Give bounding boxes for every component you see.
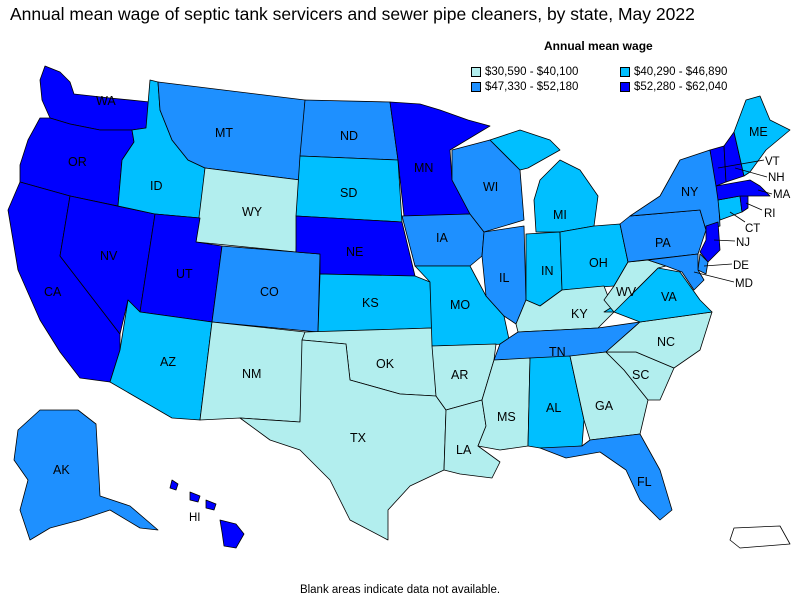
state-label-ok: OK xyxy=(376,357,395,371)
state-label-ia: IA xyxy=(436,231,448,245)
state-label-ma: MA xyxy=(773,189,791,201)
state-label-mn: MN xyxy=(414,161,433,175)
state-label-sc: SC xyxy=(632,368,649,382)
state-label-ut: UT xyxy=(176,267,193,281)
state-me[interactable] xyxy=(733,95,791,177)
legend-label: $47,330 - $52,180 xyxy=(485,81,579,93)
legend-swatch xyxy=(471,82,481,92)
state-label-nd: ND xyxy=(340,129,358,143)
state-label-ms: MS xyxy=(497,410,516,424)
state-label-fl: FL xyxy=(637,475,652,489)
state-label-ct: CT xyxy=(745,223,760,235)
state-label-wi: WI xyxy=(483,180,498,194)
state-label-ny: NY xyxy=(681,185,699,199)
state-label-mt: MT xyxy=(215,126,233,140)
state-label-mi: MI xyxy=(553,208,567,222)
state-de[interactable] xyxy=(697,253,709,275)
state-label-de: DE xyxy=(733,260,749,272)
state-mo[interactable] xyxy=(414,265,511,347)
state-label-ga: GA xyxy=(595,399,614,413)
state-label-nm: NM xyxy=(242,367,261,381)
state-mn[interactable] xyxy=(389,101,491,217)
legend-item-range-3: $47,330 - $52,180 xyxy=(471,81,578,93)
state-label-sd: SD xyxy=(340,186,357,200)
state-il[interactable] xyxy=(481,225,527,325)
legend-swatch xyxy=(471,67,481,77)
legend-swatch xyxy=(620,67,630,77)
state-label-il: IL xyxy=(499,271,509,285)
legend-label: $30,590 - $40,100 xyxy=(485,66,579,78)
footnote: Blank areas indicate data not available. xyxy=(299,584,501,596)
state-label-la: LA xyxy=(456,443,472,457)
state-label-nc: NC xyxy=(657,335,675,349)
state-label-ca: CA xyxy=(44,285,62,299)
state-label-ne: NE xyxy=(346,245,363,259)
state-label-va: VA xyxy=(661,290,677,304)
state-label-wy: WY xyxy=(242,205,263,219)
map-title: Annual mean wage of septic tank servicer… xyxy=(10,4,695,24)
state-label-nv: NV xyxy=(100,249,118,263)
northeast-callouts: VT NH MA RI CT NJ DE MD xyxy=(693,156,791,290)
state-label-pa: PA xyxy=(655,236,671,250)
state-label-az: AZ xyxy=(160,355,176,369)
legend-label: $40,290 - $46,890 xyxy=(634,66,728,78)
state-label-nh: NH xyxy=(768,172,785,184)
legend-item-range-4: $52,280 - $62,040 xyxy=(620,81,727,93)
state-ma[interactable] xyxy=(715,179,771,201)
state-label-md: MD xyxy=(735,278,753,290)
state-label-ky: KY xyxy=(571,307,588,321)
state-label-oh: OH xyxy=(589,256,608,270)
state-hi[interactable] xyxy=(169,479,245,549)
legend-item-range-1: $30,590 - $40,100 xyxy=(471,66,578,78)
state-label-al: AL xyxy=(546,401,561,415)
state-label-tx: TX xyxy=(350,431,367,445)
state-label-tn: TN xyxy=(549,345,566,359)
legend-swatch xyxy=(620,82,630,92)
state-label-hi: HI xyxy=(189,512,201,524)
state-label-in: IN xyxy=(541,264,554,278)
state-tx[interactable] xyxy=(239,339,447,541)
legend-label: $52,280 - $62,040 xyxy=(634,81,728,93)
state-label-id: ID xyxy=(150,179,163,193)
legend-item-range-2: $40,290 - $46,890 xyxy=(620,66,727,78)
state-label-ks: KS xyxy=(362,296,379,310)
state-labels: WA OR CA NV ID MT WY UT CO AZ NM ND SD N… xyxy=(44,94,768,524)
state-label-or: OR xyxy=(68,155,87,169)
legend-title: Annual mean wage xyxy=(544,39,653,53)
state-label-me: ME xyxy=(749,125,768,139)
state-label-ar: AR xyxy=(451,368,468,382)
state-fl[interactable] xyxy=(539,433,673,521)
state-label-vt: VT xyxy=(765,156,780,168)
state-label-co: CO xyxy=(260,285,279,299)
state-label-wv: WV xyxy=(616,285,637,299)
state-label-nj: NJ xyxy=(736,237,750,249)
state-label-wa: WA xyxy=(96,94,116,108)
state-pr[interactable] xyxy=(729,525,791,549)
state-md[interactable] xyxy=(647,253,705,291)
state-label-ak: AK xyxy=(53,463,70,477)
state-ak[interactable] xyxy=(13,409,159,541)
state-label-mo: MO xyxy=(450,298,470,312)
state-label-ri: RI xyxy=(764,208,776,220)
